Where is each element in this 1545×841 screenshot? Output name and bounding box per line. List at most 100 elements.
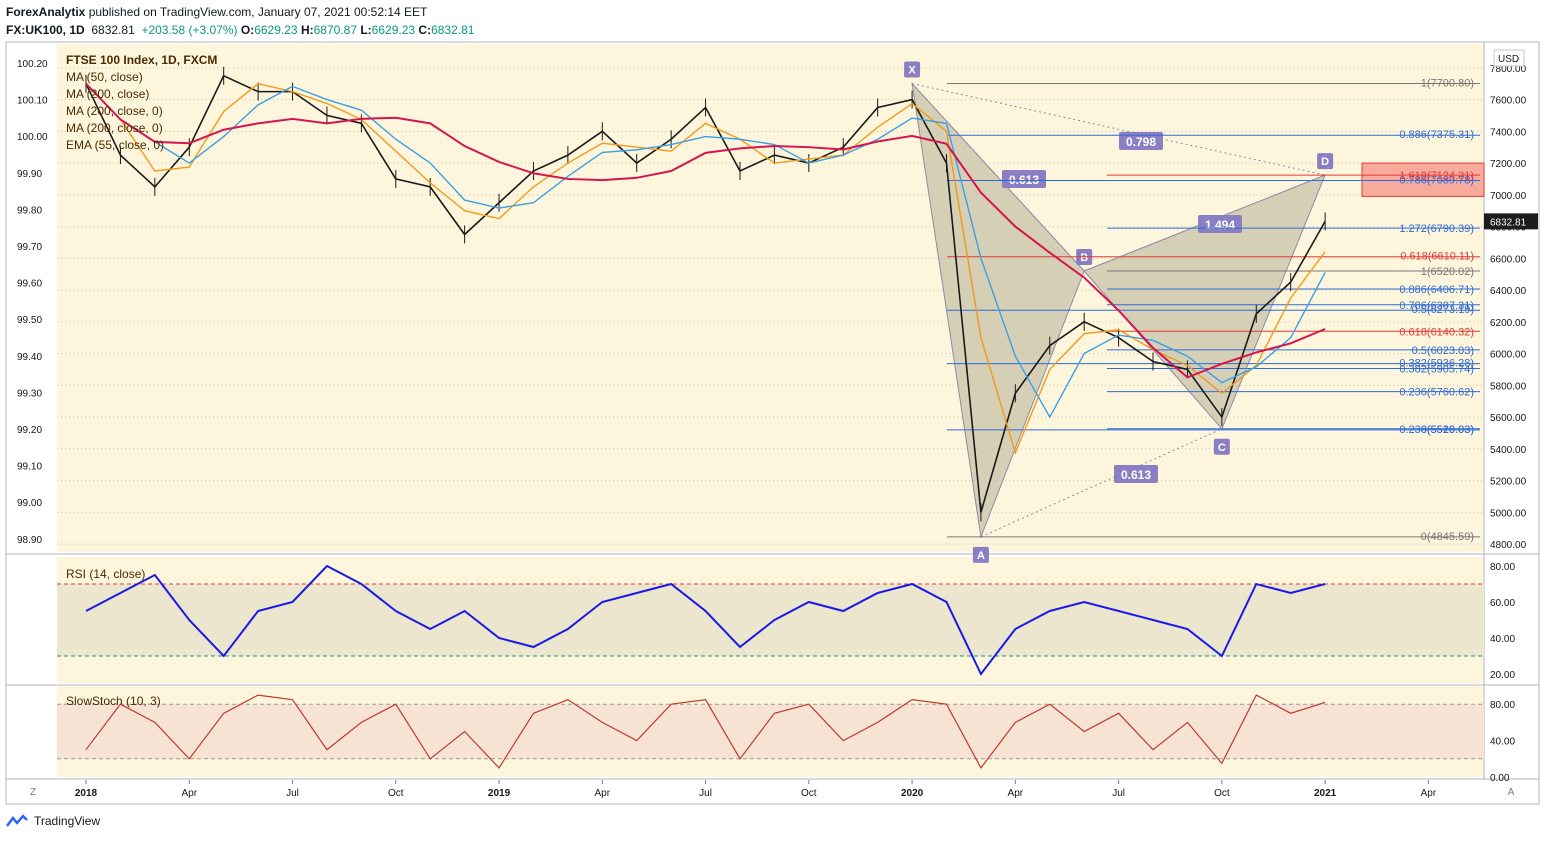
indicator-legend: MA (50, close): [66, 70, 143, 84]
rsi-band: [57, 584, 1484, 656]
chart-title: FTSE 100 Index, 1D, FXCM: [66, 53, 217, 67]
fib-label-right: 0.382(5905.74): [1399, 364, 1474, 376]
rsi-title: RSI (14, close): [66, 567, 145, 581]
currency-badge: [1493, 49, 1525, 67]
moving-averages: [85, 82, 1326, 455]
price-axis: 7800.007600.007400.007200.007000.006800.…: [1484, 49, 1538, 551]
left-axis: 100.20 100.10 100.00 99.90 99.80 99.70 99.60 99…: [17, 59, 48, 546]
ratio-badge: [1119, 132, 1163, 150]
pattern-xd-line: [911, 83, 1326, 176]
left-tick-label: 99.80: [17, 205, 42, 216]
fib-label-left: 0.236(5519.03): [1399, 424, 1474, 436]
high-label: H:: [300, 23, 314, 37]
price-tick-label: 7800.00: [1490, 64, 1527, 75]
pattern-bd-line: [1083, 174, 1326, 272]
ratio-badge: [1002, 170, 1046, 188]
price-tick-label: 4800.00: [1490, 540, 1527, 551]
fib-label-left: 0.382(5936.28): [1399, 358, 1474, 370]
price-tick-label: 7200.00: [1490, 159, 1527, 170]
x-tick-label: Oct: [1214, 788, 1230, 799]
rsi-tick-label: 40.00: [1490, 634, 1515, 645]
close-label: C:: [418, 23, 432, 37]
ohlc-line: FX:UK100, 1D 6832.81 +203.58 (+3.07%) O:…: [6, 22, 474, 38]
price-tick-label: 5600.00: [1490, 413, 1527, 424]
x-tick-label: Apr: [1421, 788, 1437, 799]
rsi-line: [85, 564, 1326, 676]
fib-label-right: 0(5526.03): [1421, 424, 1474, 436]
left-tick-label: 99.40: [17, 352, 42, 363]
left-tick-label: 99.50: [17, 315, 42, 326]
pattern-point-c: C: [1218, 442, 1226, 454]
x-tick-label: Apr: [1008, 788, 1024, 799]
ratio-label: 0.613: [1009, 173, 1039, 187]
fib-label-right: 0.786(6307.31): [1399, 300, 1474, 312]
price-tick-label: 7600.00: [1490, 96, 1527, 107]
stoch-line: [85, 694, 1326, 770]
currency-label: USD: [1498, 54, 1519, 65]
left-tick-label: 99.00: [17, 498, 42, 509]
left-tick-label: 98.90: [17, 535, 42, 546]
x-tick-label: 2020: [901, 788, 924, 799]
price-tick-label: 6600.00: [1490, 254, 1527, 265]
pattern-point-x: X: [908, 65, 916, 77]
footer-brand[interactable]: TradingView: [34, 814, 101, 828]
fib-label-right: 1(6520.02): [1421, 266, 1474, 278]
ratio-badge: [1114, 465, 1158, 483]
zoom-z-icon: Z: [30, 787, 36, 798]
indicator-legend: EMA (55, close, 0): [66, 138, 164, 152]
price-tick-label: 5200.00: [1490, 477, 1527, 488]
fib-label-left: 1(7700.80): [1421, 78, 1474, 90]
time-axis: 2018 Apr Jul Oct 2019 Apr Jul Oct 2020 Apr Jul Oct 2…: [30, 780, 1515, 799]
indicator-legend: MA (200, close, 0): [66, 121, 163, 135]
pattern-point-badge: [1213, 438, 1230, 455]
prz-box: [1361, 162, 1485, 197]
fib-label-right: 0.618(6140.32): [1399, 326, 1474, 338]
ratio-label: 0.798: [1126, 135, 1156, 149]
ma50-line: [85, 82, 1326, 455]
pattern-point-a: A: [977, 550, 985, 562]
rsi-tick-label: 20.00: [1490, 670, 1515, 681]
x-tick-label: Jul: [699, 788, 712, 799]
rsi-tick-label: 60.00: [1490, 598, 1515, 609]
left-tick-label: 99.60: [17, 279, 42, 290]
auto-scale-icon: A: [1508, 787, 1515, 798]
pattern-ac-line: [980, 428, 1223, 538]
x-tick-label: Apr: [595, 788, 611, 799]
ma200-line: [85, 82, 1326, 379]
pattern-point-badge: [972, 546, 989, 563]
left-tick-label: 99.10: [17, 462, 42, 473]
x-tick-label: 2019: [488, 788, 511, 799]
symbol-label: FX:UK100, 1D: [6, 23, 85, 37]
fib-label-right: 0.5(6023.03): [1412, 345, 1474, 357]
stoch-pane: 80.00 40.00 0.00 SlowStoch (10, 3): [57, 694, 1515, 784]
price-tick-label: 6200.00: [1490, 318, 1527, 329]
open-label: O:: [240, 23, 255, 37]
publisher-name[interactable]: ForexAnalytix: [6, 5, 86, 19]
price-tick-label: 5800.00: [1490, 381, 1527, 392]
stoch-band: [57, 704, 1484, 759]
stoch-tick-label: 40.00: [1490, 737, 1515, 748]
x-tick-label: Apr: [181, 788, 197, 799]
pattern-point-badge: [1317, 153, 1334, 170]
x-tick-label: Jul: [1112, 788, 1125, 799]
price-tick-label: 6400.00: [1490, 286, 1527, 297]
fib-label-left: 0(4845.59): [1421, 531, 1474, 543]
left-tick-label: 99.90: [17, 169, 42, 180]
price-tick-label: 7400.00: [1490, 127, 1527, 138]
x-tick-label: Oct: [801, 788, 817, 799]
open-value: 6629.23: [254, 23, 298, 37]
legend: FTSE 100 Index, 1D, FXCM MA (50, close) MA…: [66, 53, 217, 152]
ratio-label: 1.494: [1205, 218, 1235, 232]
fib-levels: 1(7700.80) 0.886(7375.31) 0.786(7089.78) 0.…: [947, 78, 1480, 543]
left-tick-label: 100.10: [17, 96, 48, 107]
left-tick-label: 99.30: [17, 388, 42, 399]
left-tick-label: 100.00: [17, 132, 48, 143]
left-tick-label: 99.70: [17, 242, 42, 253]
pattern-point-d: D: [1321, 156, 1329, 168]
footer: TradingView: [6, 814, 100, 828]
high-value: 6870.87: [313, 23, 357, 37]
fib-label-left: 0.618(6610.11): [1400, 251, 1474, 263]
fib-label-left: 0.786(7089.78): [1399, 175, 1474, 187]
close-value: 6832.81: [431, 23, 475, 37]
